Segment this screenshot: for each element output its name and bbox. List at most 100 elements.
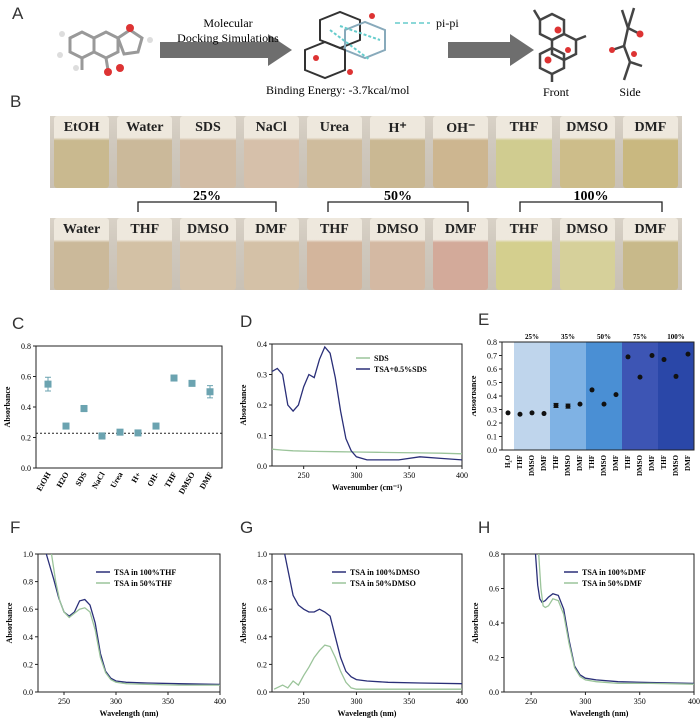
docking-complex-icon (304, 10, 386, 80)
x-tick-label: 300 (579, 697, 591, 706)
molecule-ball-stick-icon (68, 28, 144, 71)
x-tick-label: 300 (350, 697, 362, 706)
x-category-label: DMSO (177, 471, 197, 496)
x-category-label: THF (163, 470, 179, 489)
data-point (541, 411, 547, 417)
data-point (625, 354, 631, 360)
chart-c: 0.0 0.2 0.4 0.6 0.8 Absorbance EtOH H2O SDS NaCl U… (3, 342, 223, 496)
y-axis-label: Absorbance (472, 375, 478, 416)
legend-label: TSA in 100%DMSO (350, 568, 420, 577)
vial-label: DMSO (566, 120, 609, 135)
vial: DMF (433, 218, 489, 290)
x-tick-label: 400 (688, 697, 700, 706)
x-tick-label: 400 (456, 697, 468, 706)
group-label-100: 100% (574, 189, 609, 204)
x-category-label: EtOH (35, 470, 53, 493)
vial: DMSO (559, 116, 615, 188)
vial-label: SDS (195, 120, 221, 135)
vial-label: DMF (634, 120, 667, 135)
vial: Urea (306, 116, 362, 188)
x-category-label: THF (588, 455, 596, 469)
plot-frame (37, 553, 221, 693)
vial: THF (496, 218, 552, 290)
series-line (534, 553, 695, 685)
data-point (613, 392, 619, 398)
x-tick-label: 350 (162, 697, 174, 706)
y-tick-label: 0.8 (21, 342, 31, 351)
x-tick-label: 350 (403, 697, 415, 706)
x-tick-label: 400 (456, 471, 468, 480)
vial: THF (496, 116, 552, 188)
panel-label-b: B (10, 92, 22, 111)
chart-d: 0.0 0.1 0.2 0.3 0.4 250 300 350 400 Absorbance Wav… (239, 340, 468, 492)
x-category-label: DMSO (600, 454, 608, 476)
plot-frame (35, 345, 223, 469)
data-point (505, 410, 511, 416)
y-tick-label: 0.8 (23, 578, 33, 587)
legend-label: TSA in 100%THF (114, 568, 176, 577)
data-point (577, 401, 583, 407)
chart-h: 0.0 0.2 0.4 0.6 0.8 250 300 350 400 Absorbance Wav… (472, 550, 700, 718)
group-label: 100% (667, 333, 685, 341)
y-tick-label: 0.6 (487, 365, 497, 374)
x-category-label: DMF (198, 470, 215, 490)
data-point (517, 411, 523, 417)
series-line (50, 553, 220, 686)
data-point (80, 405, 88, 413)
panel-label-a: A (12, 4, 24, 23)
panel-label-h: H (478, 518, 491, 537)
vial: NaCl (243, 116, 299, 188)
data-point (134, 429, 142, 437)
chart-e: 25% 35% 50% 75% 100% 0.0 0.1 0.2 0.3 0.4 0.5 0.6 0.7… (472, 333, 695, 476)
arrow-right-icon (160, 34, 292, 66)
x-category-label: DMSO (636, 454, 644, 476)
series-line (273, 644, 462, 690)
data-point (152, 422, 160, 430)
group-band (514, 342, 550, 450)
vial-label: THF (509, 120, 539, 135)
x-category-label: OH- (145, 470, 161, 488)
vial: SDS (180, 116, 236, 188)
y-tick-label: 0.8 (487, 338, 497, 347)
x-axis-label: Wavelength (nm) (570, 709, 629, 718)
y-tick-label: 0.4 (489, 619, 499, 628)
plot-frame (271, 343, 463, 467)
x-category-label: DMSO (564, 454, 572, 476)
vial: H⁺ (370, 116, 426, 188)
y-tick-label: 0.4 (21, 403, 31, 412)
vial-label: H⁺ (388, 121, 407, 136)
vial: DMSO (559, 218, 615, 290)
x-axis-label: Wavelength (nm) (100, 709, 159, 718)
binding-energy-label: Binding Energy: -3.7kcal/mol (266, 83, 410, 97)
vial-label: DMF (634, 222, 667, 237)
data-point (637, 374, 643, 380)
y-axis-label: Absorbance (472, 602, 480, 643)
legend-label: TSA in 50%DMF (582, 579, 642, 588)
series-line (271, 448, 463, 455)
y-tick-label: 0.3 (487, 406, 497, 415)
series-line (284, 553, 463, 685)
legend-label: TSA+0.5%SDS (374, 365, 427, 374)
legend-label: SDS (374, 354, 389, 363)
y-tick-label: 0.7 (487, 352, 497, 361)
pipi-label: pi-pi (436, 16, 459, 30)
group-band (550, 342, 586, 450)
vial: EtOH (54, 116, 110, 188)
x-category-label: THF (552, 455, 560, 469)
x-tick-label: 250 (298, 697, 310, 706)
vial-row-1: EtOH Water SDS NaCl Urea H⁺ OH⁻ THF DMSO DMF (50, 116, 682, 188)
y-tick-label: 0.0 (257, 462, 267, 471)
x-axis-label: Wavelength (nm) (338, 709, 397, 718)
vial-label: DMSO (376, 222, 419, 237)
y-tick-label: 1.0 (257, 550, 267, 559)
y-tick-label: 0.0 (489, 688, 499, 697)
data-point (661, 357, 667, 363)
front-label: Front (543, 85, 570, 99)
panel-label-c: C (12, 314, 25, 333)
group-label-25: 25% (193, 189, 221, 204)
x-category-label: DMSO (672, 454, 680, 476)
data-point (206, 388, 214, 396)
vial: OH⁻ (433, 116, 489, 188)
group-label: 35% (561, 333, 575, 341)
group-label: 75% (633, 333, 647, 341)
